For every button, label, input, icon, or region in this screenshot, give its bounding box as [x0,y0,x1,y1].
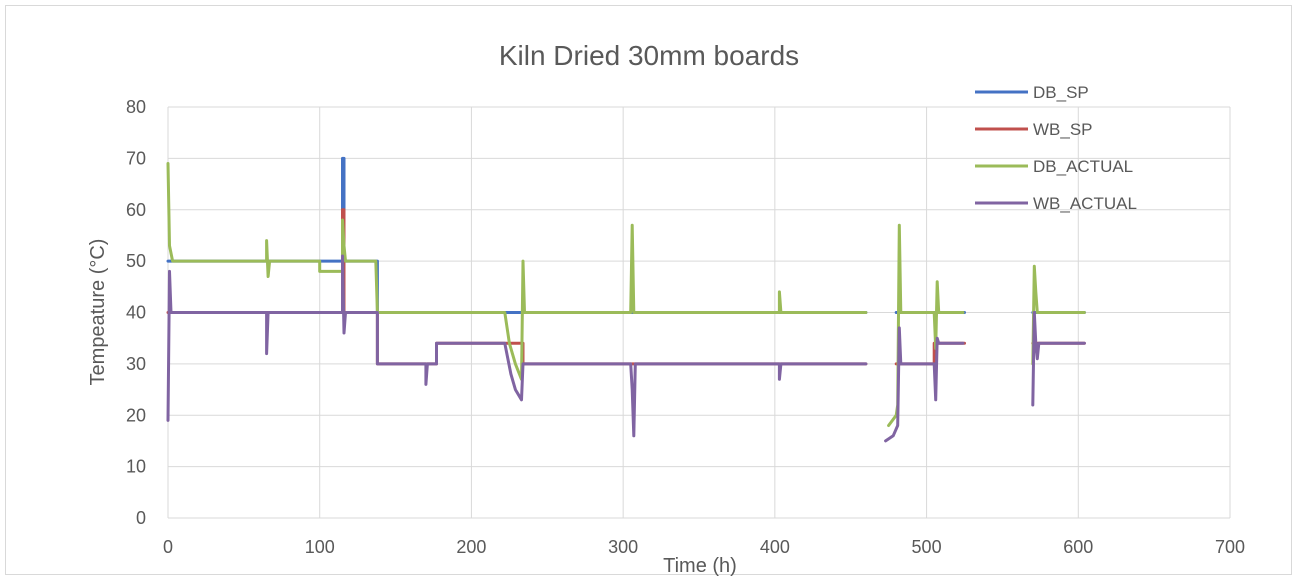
y-tick-label-20: 20 [126,405,146,425]
x-tick-label-100: 100 [305,537,335,557]
chart-title: Kiln Dried 30mm boards [499,40,799,71]
y-axis-title: Tempeature (°C) [87,239,109,386]
legend-label-wb-actual: WB_ACTUAL [1033,194,1137,213]
x-tick-label-300: 300 [608,537,638,557]
series-db-sp [166,156,1086,314]
series-line-db-actual-2 [1031,264,1086,366]
series-line-wb-actual-1 [884,326,965,443]
series-lines [166,156,1086,443]
legend-label-db-actual: DB_ACTUAL [1033,157,1133,176]
x-tick-label-400: 400 [760,537,790,557]
y-tick-label-30: 30 [126,354,146,374]
series-db-actual [166,162,1086,427]
legend-label-wb-sp: WB_SP [1033,120,1093,139]
x-tick-label-500: 500 [912,537,942,557]
y-tick-label-60: 60 [126,200,146,220]
y-tick-label-0: 0 [136,508,146,528]
series-wb-sp [166,208,1086,366]
legend: DB_SP WB_SP DB_ACTUAL WB_ACTUAL [975,83,1137,213]
axes: 0 10 20 30 40 50 60 70 80 0 100 200 300 400 500 600 700 [126,97,1245,557]
series-wb-actual [166,254,1086,443]
series-line-wb-actual-2 [1031,311,1086,407]
series-line-db-sp-0 [166,156,868,314]
x-tick-label-600: 600 [1063,537,1093,557]
chart-frame [5,5,1292,575]
series-line-db-actual-0 [166,162,868,381]
series-line-wb-actual-0 [166,254,868,438]
y-tick-label-40: 40 [126,303,146,323]
x-tick-label-700: 700 [1215,537,1245,557]
series-line-wb-sp-1 [894,341,966,366]
x-tick-label-0: 0 [163,537,173,557]
series-line-db-actual-1 [887,223,965,427]
y-tick-label-80: 80 [126,97,146,117]
x-tick-label-200: 200 [456,537,486,557]
y-tick-label-70: 70 [126,148,146,168]
x-axis-title: Time (h) [663,555,737,577]
legend-label-db-sp: DB_SP [1033,83,1089,102]
series-line-wb-sp-0 [166,208,868,366]
y-tick-label-50: 50 [126,251,146,271]
y-tick-label-10: 10 [126,457,146,477]
